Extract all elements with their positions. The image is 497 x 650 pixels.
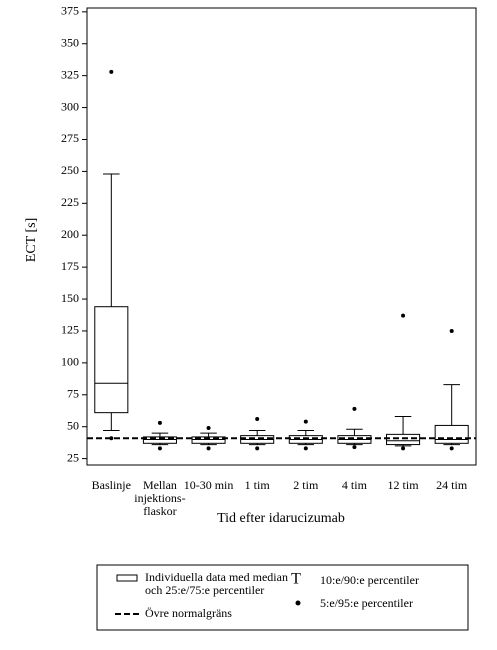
y-tick-label: 150 <box>61 291 79 305</box>
legend-box-icon <box>116 574 138 582</box>
box <box>386 433 421 446</box>
y-tick-label: 200 <box>61 227 79 241</box>
legend-reference-label: Övre normalgräns <box>145 606 232 620</box>
outlier <box>206 425 211 430</box>
legend-whisker-label: 10:e/90:e percentiler <box>320 573 419 587</box>
outlier <box>303 446 308 451</box>
y-tick-label: 325 <box>61 67 79 81</box>
x-axis-label: Tid efter idarucizumab <box>217 511 345 526</box>
outlier <box>255 417 260 422</box>
y-tick-label: 125 <box>61 323 79 337</box>
outlier <box>352 406 357 411</box>
y-tick-label: 75 <box>67 387 79 401</box>
legend-whisker-icon: T <box>291 571 301 588</box>
y-tick-label: 350 <box>61 35 79 49</box>
y-tick-label: 175 <box>61 259 79 273</box>
y-tick-label: 275 <box>61 131 79 145</box>
outlier <box>401 313 406 318</box>
legend-frame <box>96 564 469 631</box>
y-tick-label: 100 <box>61 355 79 369</box>
legend-outlier-icon <box>295 600 301 606</box>
y-tick-label: 25 <box>67 450 79 464</box>
legend-outlier-label: 5:e/95:e percentiler <box>320 596 413 610</box>
outlier <box>352 445 357 450</box>
y-tick-label: 50 <box>67 418 79 432</box>
outlier <box>157 420 162 425</box>
x-tick-label: Mellan injektions-flaskor <box>134 478 185 518</box>
box <box>142 436 177 444</box>
y-tick-label: 250 <box>61 163 79 177</box>
outlier <box>206 446 211 451</box>
x-tick-label: 2 tim <box>293 478 319 492</box>
box <box>94 306 129 414</box>
outlier <box>109 69 114 74</box>
y-tick-label: 225 <box>61 195 79 209</box>
y-tick-label: 300 <box>61 99 79 113</box>
x-tick-label: 12 tim <box>388 478 420 492</box>
y-tick-label: 375 <box>61 4 79 18</box>
outlier <box>449 328 454 333</box>
x-tick-label: 24 tim <box>436 478 468 492</box>
outlier <box>303 419 308 424</box>
box <box>191 436 226 444</box>
y-axis-label: ECT [s] <box>24 218 39 262</box>
legend-box-label: Individuella data med median och 25:e/75:… <box>145 570 288 597</box>
outlier <box>401 446 406 451</box>
x-tick-label: 1 tim <box>245 478 271 492</box>
outlier <box>157 446 162 451</box>
outlier <box>255 446 260 451</box>
x-tick-label: Baslinje <box>92 478 131 492</box>
outlier <box>449 446 454 451</box>
x-tick-label: 10-30 min <box>184 478 234 492</box>
x-tick-label: 4 tim <box>342 478 368 492</box>
box <box>434 424 469 444</box>
plot-frame <box>86 7 477 466</box>
